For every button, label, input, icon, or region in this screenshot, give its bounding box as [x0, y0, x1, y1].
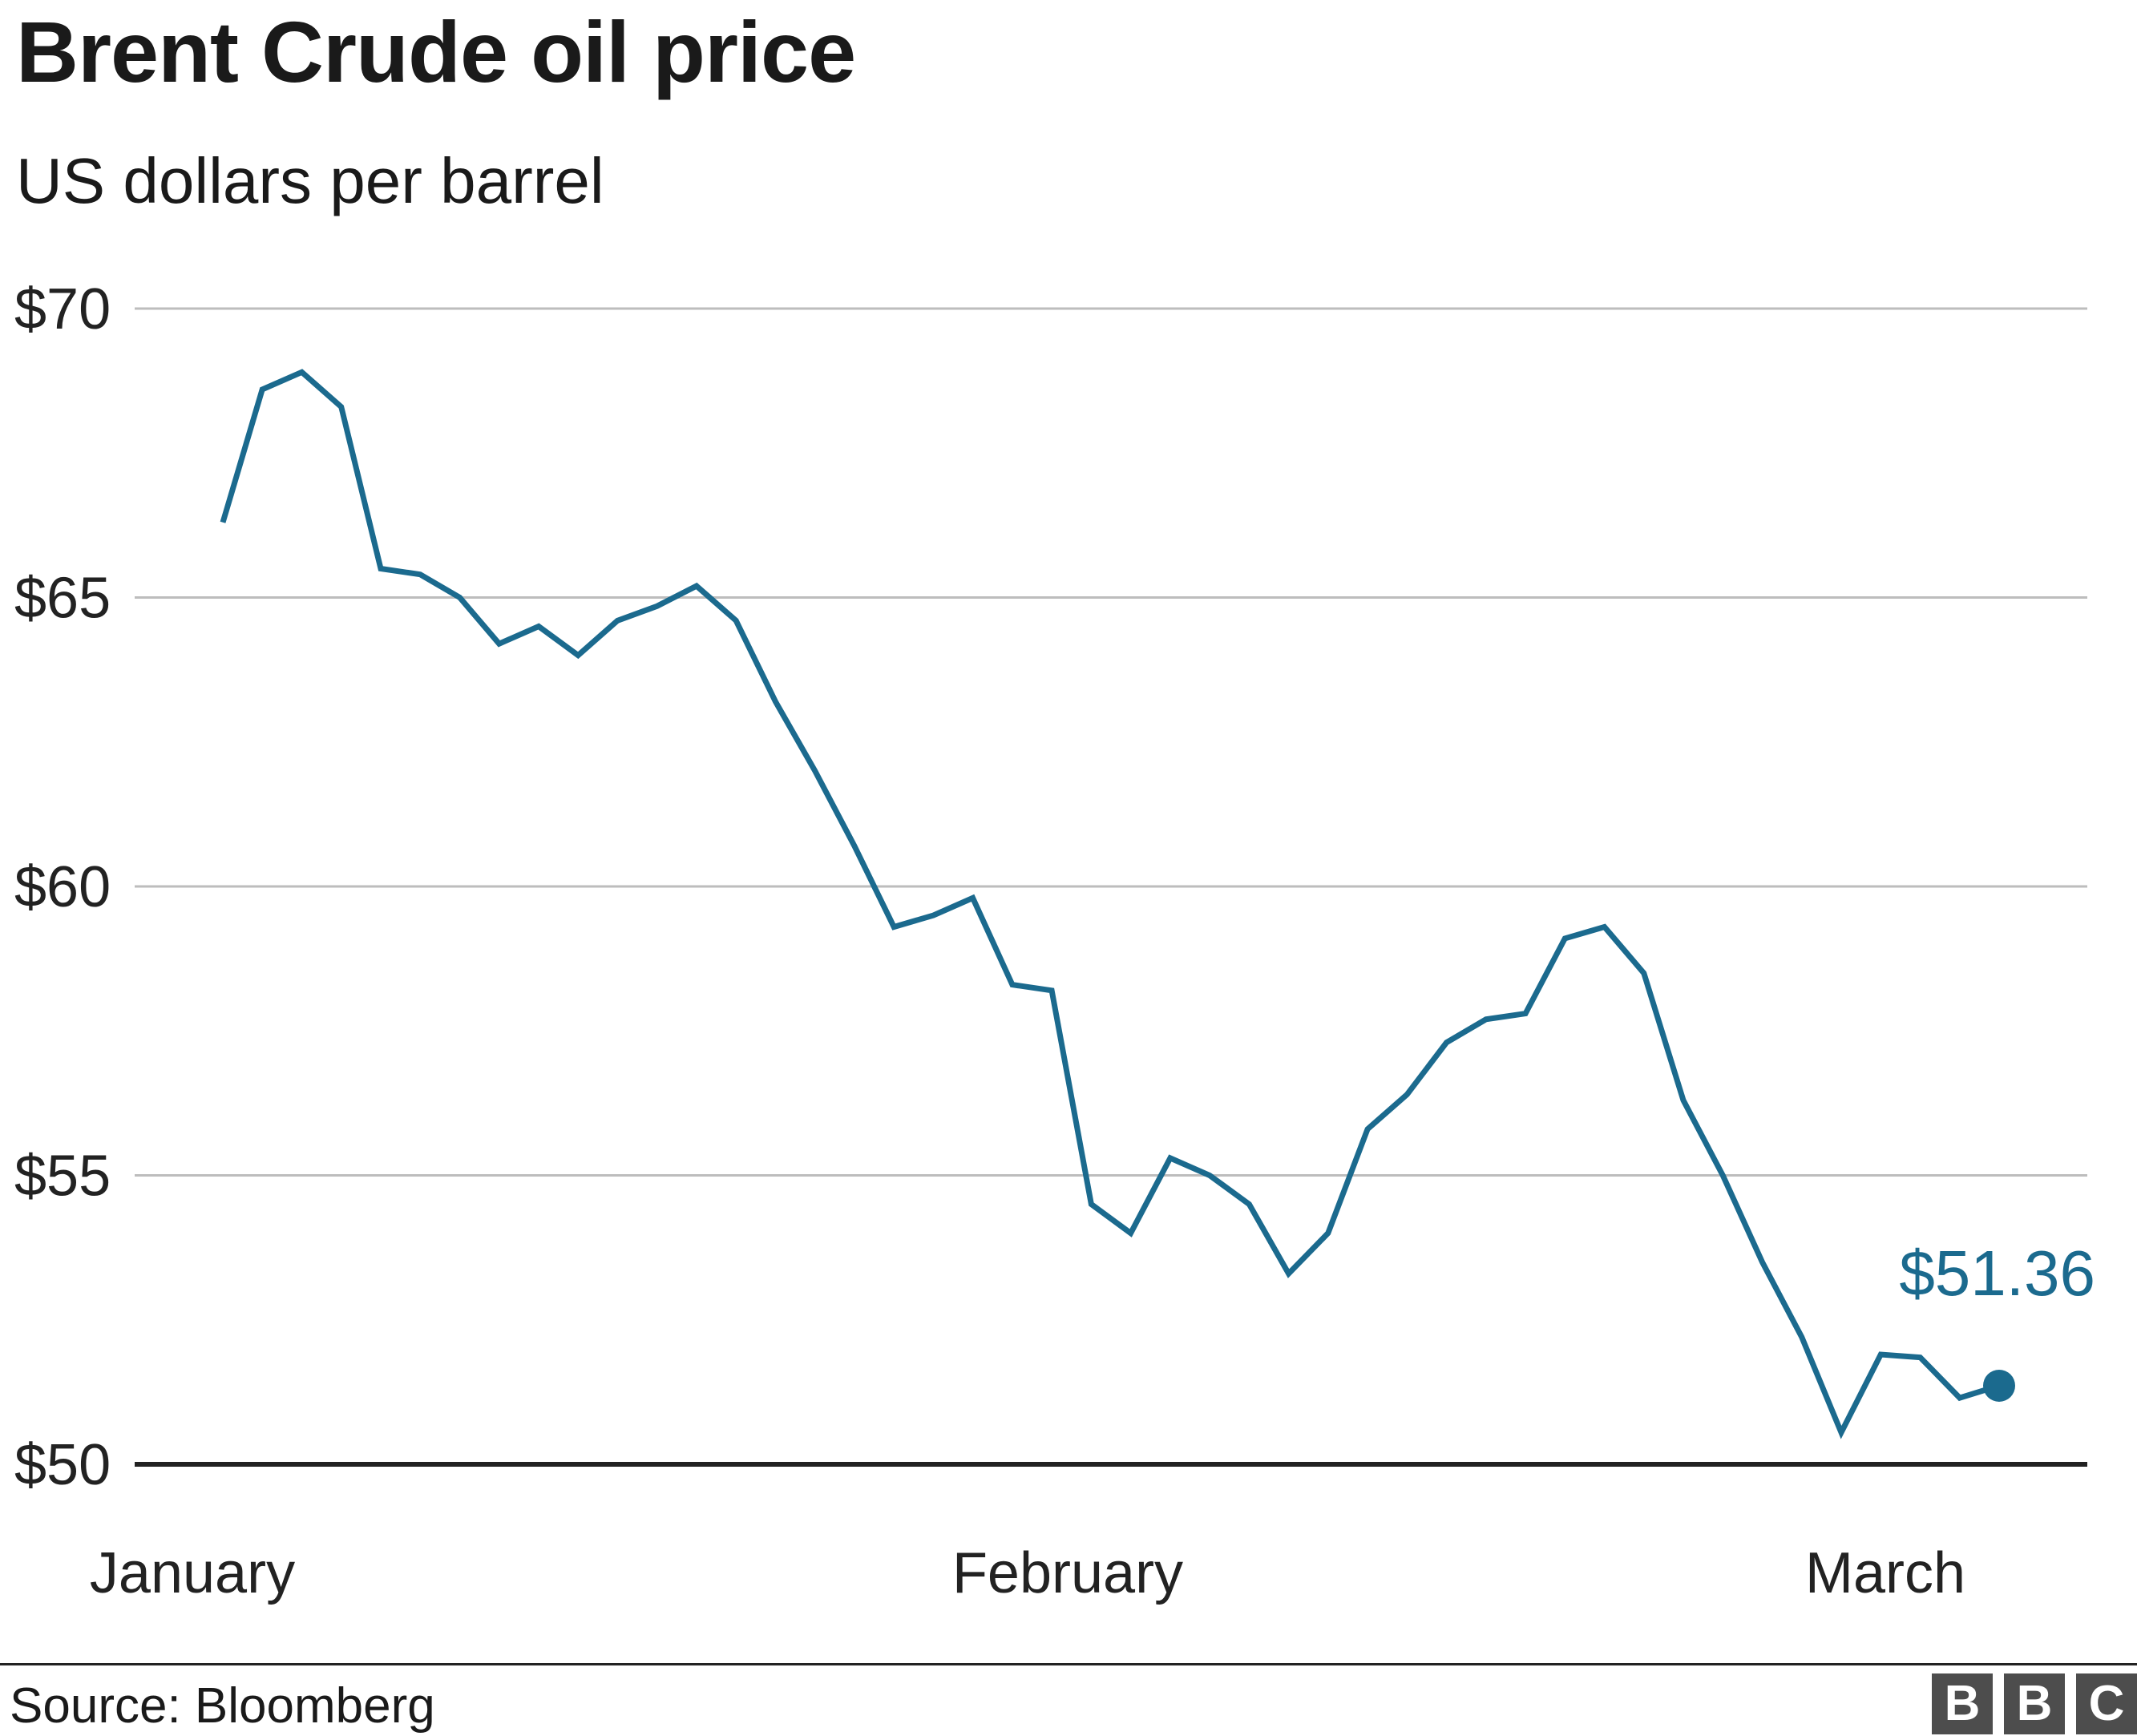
y-tick-label: $50 [14, 1433, 111, 1497]
footer-divider [0, 1663, 2137, 1665]
chart-subtitle: US dollars per barrel [16, 145, 604, 216]
y-tick-label: $55 [14, 1145, 111, 1209]
x-tick-label: February [952, 1541, 1183, 1605]
bbc-logo: B B C [1932, 1673, 2137, 1734]
y-tick-label: $65 [14, 567, 111, 631]
end-point-marker [1983, 1369, 2015, 1402]
x-axis-ticks: January February March [90, 1541, 1965, 1605]
gridlines [135, 307, 2087, 1467]
bbc-logo-letter: B [1932, 1673, 1993, 1734]
bbc-logo-letter: B [2004, 1673, 2065, 1734]
end-value-label: $51.36 [1899, 1237, 2095, 1309]
y-axis-ticks: $50 $55 $60 $65 $70 [14, 277, 111, 1497]
line-chart: $50 $55 $60 $65 $70 January February March $51… [14, 277, 2095, 1605]
source-note: Source: Bloomberg [10, 1678, 435, 1734]
y-tick-label: $70 [14, 277, 111, 341]
y-tick-label: $60 [14, 855, 111, 919]
bbc-logo-letter: C [2076, 1673, 2137, 1734]
series-layer: $51.36 [220, 369, 2095, 1439]
x-tick-label: January [90, 1541, 295, 1605]
series-line [220, 369, 2001, 1439]
x-tick-label: March [1805, 1541, 1965, 1605]
chart-title: Brent Crude oil price [16, 3, 856, 100]
